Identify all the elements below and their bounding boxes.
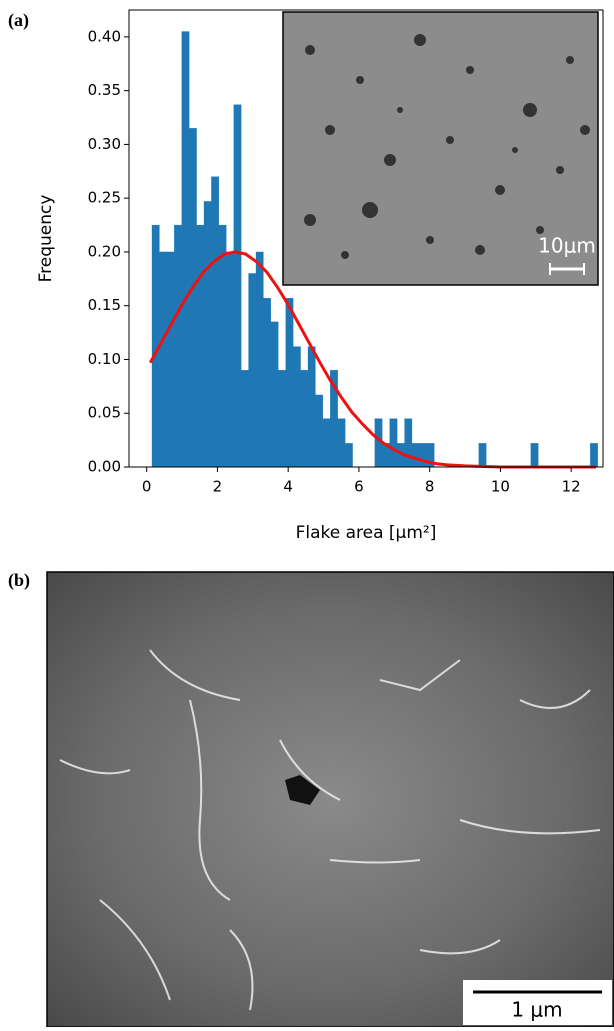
bar <box>278 370 286 468</box>
sem-image: 1 μm <box>46 571 614 1028</box>
bar <box>307 346 316 468</box>
hole <box>285 775 320 805</box>
scale-bar-label: 10μm <box>538 234 596 258</box>
bar <box>218 224 227 468</box>
bar <box>240 370 249 468</box>
bar <box>411 443 420 468</box>
y-axis-label: Frequency <box>36 195 56 283</box>
y-tick-label: 0.00 <box>88 458 121 476</box>
x-tick-label: 4 <box>283 478 293 496</box>
bar <box>389 418 398 468</box>
panel-label: (b) <box>8 570 30 591</box>
bar <box>344 443 353 468</box>
x-tick-label: 8 <box>425 478 435 496</box>
bar <box>159 251 167 468</box>
scale-bar-label: 1 μm <box>511 998 562 1022</box>
bar <box>226 251 234 468</box>
fit-curve <box>148 250 596 469</box>
histogram-plot: 0.00 0.05 0.10 0.15 0.20 0.25 0.30 0.35 0.40 0 2 4 6… <box>36 9 604 543</box>
bar <box>322 418 331 468</box>
y-tick-label: 0.05 <box>88 404 121 422</box>
bar <box>300 370 309 468</box>
bar <box>292 346 301 468</box>
x-axis-label: Flake area [μm²] <box>296 523 437 543</box>
bar <box>196 224 205 468</box>
bar <box>166 251 175 468</box>
y-tick-label: 0.40 <box>88 27 121 45</box>
bar <box>188 128 197 468</box>
bar <box>315 394 323 468</box>
bar <box>419 443 427 468</box>
bar <box>203 201 212 468</box>
scale-box <box>463 980 612 1025</box>
panel-label: (a) <box>8 10 29 31</box>
bar <box>174 224 182 468</box>
x-tick-label: 12 <box>562 478 581 496</box>
y-tick-label: 0.15 <box>88 296 121 314</box>
bar <box>263 298 271 468</box>
bar <box>285 298 294 468</box>
bar <box>211 176 219 468</box>
x-tick-label: 2 <box>213 478 223 496</box>
sem-frame <box>46 571 614 1028</box>
x-tick-label: 0 <box>142 478 152 496</box>
y-tick-label: 0.10 <box>88 350 121 368</box>
axes-frame <box>128 9 604 468</box>
y-tick-label: 0.35 <box>88 81 121 99</box>
inset-image: 10μm <box>282 11 599 286</box>
inset-frame <box>282 11 599 286</box>
bar <box>255 251 264 468</box>
bar <box>337 418 346 468</box>
x-tick-label: 6 <box>354 478 364 496</box>
bar <box>270 321 279 468</box>
bar <box>248 273 257 468</box>
wrinkles <box>59 649 601 1011</box>
bar <box>233 104 242 468</box>
bar <box>590 443 598 468</box>
y-tick-label: 0.25 <box>88 189 121 207</box>
bar <box>478 443 487 468</box>
y-tick-label: 0.20 <box>88 242 121 260</box>
bar <box>181 31 190 468</box>
bar <box>404 418 413 468</box>
flakes <box>304 34 590 259</box>
bar <box>530 443 539 468</box>
y-tick-label: 0.30 <box>88 135 121 153</box>
x-tick-label: 10 <box>491 478 510 496</box>
